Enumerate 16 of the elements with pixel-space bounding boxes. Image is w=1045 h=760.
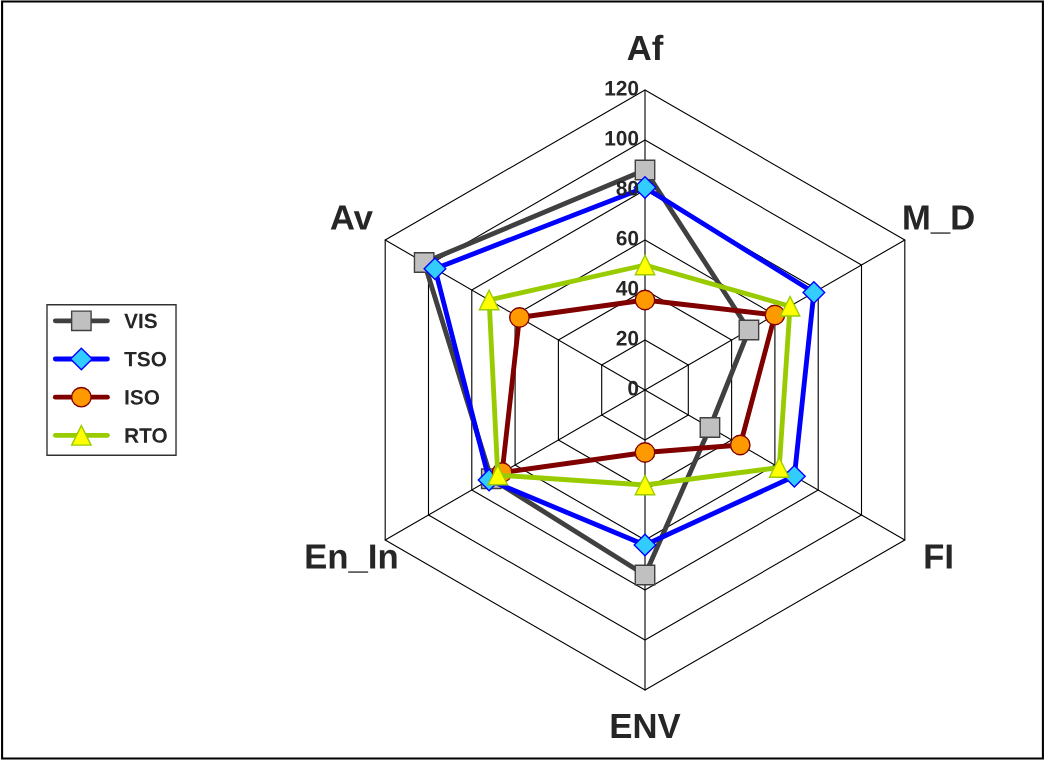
legend-label: RTO	[125, 428, 167, 443]
legend-label: ISO	[125, 389, 160, 405]
y-tick-label: 60	[616, 230, 639, 246]
y-tick-label: 40	[616, 280, 639, 296]
y-tick-label: 0	[628, 380, 639, 396]
spoke-label: En_In	[306, 544, 397, 573]
spoke-label: Af	[627, 34, 664, 60]
spoke-label: ENV	[611, 714, 681, 738]
y-tick-label: 100	[605, 130, 639, 146]
legend-label: VIS	[124, 313, 157, 329]
y-tick-label: 20	[616, 330, 639, 346]
y-tick-label: 120	[605, 80, 639, 96]
spoke-label: M_D	[904, 205, 974, 234]
legend-label: TSO	[124, 351, 167, 367]
spoke-label: Av	[330, 205, 373, 230]
spoke-label: FI	[925, 544, 952, 569]
